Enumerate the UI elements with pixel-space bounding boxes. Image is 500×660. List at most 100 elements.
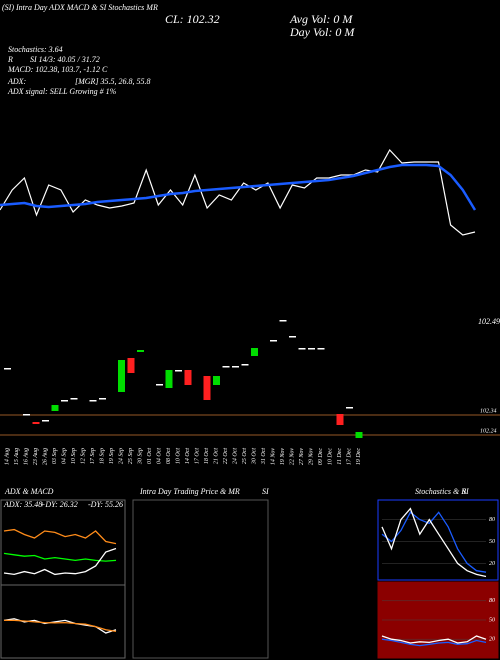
y-tick-label: 20 — [489, 561, 495, 567]
x-tick-label: 03 Sep — [52, 448, 58, 464]
annotation: ADX: — [7, 77, 27, 86]
x-tick-label: 22 Nov — [289, 448, 295, 466]
candle — [242, 364, 249, 366]
y-tick-label: 50 — [489, 617, 495, 623]
annotation: -DY: 55.26 — [88, 500, 123, 509]
candle — [118, 360, 125, 392]
x-tick-label: 19 Dec — [356, 448, 362, 465]
x-tick-label: 29 Nov — [308, 448, 314, 466]
stochastics-panel-frame — [378, 500, 498, 580]
x-tick-label: 14 Oct — [184, 448, 191, 464]
candle — [4, 368, 11, 370]
candle — [33, 422, 40, 424]
annotation: [MGR] 35.5, 26.8, 55.8 — [75, 77, 151, 86]
y-tick-label: 50 — [489, 539, 495, 545]
y-tick-label: 102.34 — [480, 407, 497, 414]
chart-subtitle: SI — [262, 487, 269, 496]
candle — [280, 320, 287, 322]
x-tick-label: 08 Oct — [166, 448, 172, 464]
x-tick-label: 19 Nov — [280, 448, 286, 466]
x-tick-label: 18 Sep — [99, 448, 105, 464]
x-tick-label: 04 Oct — [155, 448, 162, 464]
x-tick-label: 11 Dec — [337, 448, 343, 465]
annotation: MACD: 102.38, 103.7, -1.12 C — [7, 65, 108, 74]
x-tick-label: 16 Aug — [23, 448, 29, 465]
x-tick-label: 14 Aug — [3, 448, 10, 465]
candle — [90, 400, 97, 402]
x-tick-label: 31 Oct — [261, 448, 267, 465]
x-tick-label: 14 Nov — [269, 448, 276, 466]
candle — [223, 366, 230, 368]
candle — [337, 414, 344, 425]
candle — [71, 398, 78, 400]
x-tick-label: 23 Aug — [33, 448, 39, 465]
x-tick-label: 25 Sep — [128, 448, 134, 464]
x-tick-label: 12 Sep — [80, 448, 86, 464]
x-tick-label: 24 Oct — [231, 448, 238, 464]
annotation: 102.49 — [478, 317, 500, 326]
annotation: ADX signal: SELL Growing # 1% — [7, 87, 117, 96]
candle — [232, 366, 239, 368]
chart: (SI) Intra Day ADX MACD & SI Stochastics… — [0, 0, 500, 660]
candle — [42, 420, 49, 422]
x-tick-label: 18 Oct — [204, 448, 210, 464]
candle — [299, 348, 306, 350]
x-tick-label: 09 Dec — [318, 448, 324, 465]
x-tick-label: 19 Sep — [109, 448, 115, 464]
candle — [213, 376, 220, 385]
y-tick-label: 102.24 — [480, 427, 497, 434]
x-tick-label: 26 Aug — [42, 448, 48, 465]
x-tick-label: 10 Oct — [175, 448, 181, 464]
y-tick-label: 80 — [489, 598, 495, 604]
candle — [156, 384, 163, 386]
x-tick-label: 30 Sep — [137, 448, 143, 465]
candle — [175, 370, 182, 372]
x-tick-label: 24 Sep — [117, 448, 124, 464]
annotation: Day Vol: 0 M — [289, 25, 355, 39]
x-tick-label: 21 Oct — [213, 448, 219, 464]
annotation: ADX: 35.48 — [3, 500, 42, 509]
candle — [346, 407, 353, 409]
candle — [356, 432, 363, 438]
candle — [308, 348, 315, 350]
x-tick-label: 30 Oct — [251, 448, 257, 465]
candle — [204, 376, 211, 400]
y-tick-label: 20 — [489, 637, 495, 643]
candle — [23, 414, 30, 416]
x-tick-label: 10 Sep — [71, 448, 77, 464]
candle — [52, 405, 59, 411]
candle — [251, 348, 258, 356]
chart-title: Stochastics & R — [415, 487, 466, 496]
x-tick-label: 01 Oct — [147, 448, 153, 464]
candle — [128, 358, 135, 373]
annotation: Avg Vol: 0 M — [289, 12, 353, 26]
x-tick-label: 04 Sep — [60, 448, 67, 464]
candle — [289, 336, 296, 338]
candle — [270, 340, 277, 342]
annotation: Stochastics: 3.64 — [8, 45, 63, 54]
x-tick-label: 27 Nov — [299, 448, 305, 466]
x-tick-label: 15 Aug — [14, 448, 20, 465]
x-tick-label: 17 Sep — [90, 448, 96, 464]
x-tick-label: 22 Oct — [223, 448, 229, 464]
candle — [166, 370, 173, 388]
x-tick-label: 25 Oct — [242, 448, 248, 464]
candle — [137, 350, 144, 352]
chart-title: (SI) Intra Day ADX MACD & SI Stochastics… — [2, 3, 158, 12]
x-tick-label: 17 Dec — [346, 448, 352, 465]
annotation: SI 14/3: 40.05 / 31.72 — [30, 55, 100, 64]
annotation: CL: 102.32 — [165, 12, 220, 26]
x-tick-label: 17 Oct — [194, 448, 200, 464]
chart-subtitle: SI — [462, 487, 469, 496]
chart-title: Intra Day Trading Price & MR — [139, 487, 240, 496]
candle — [61, 400, 68, 402]
chart-title: ADX & MACD — [4, 487, 54, 496]
page: {"chart_data": [ {"type": "line", "title… — [0, 0, 500, 660]
x-tick-label: 10 Dec — [327, 448, 333, 465]
candle — [318, 348, 325, 350]
y-tick-label: 80 — [489, 517, 495, 523]
annotation: R — [7, 55, 13, 64]
candle — [99, 398, 106, 400]
annotation: +DY: 26.32 — [40, 500, 78, 509]
candle — [185, 370, 192, 385]
